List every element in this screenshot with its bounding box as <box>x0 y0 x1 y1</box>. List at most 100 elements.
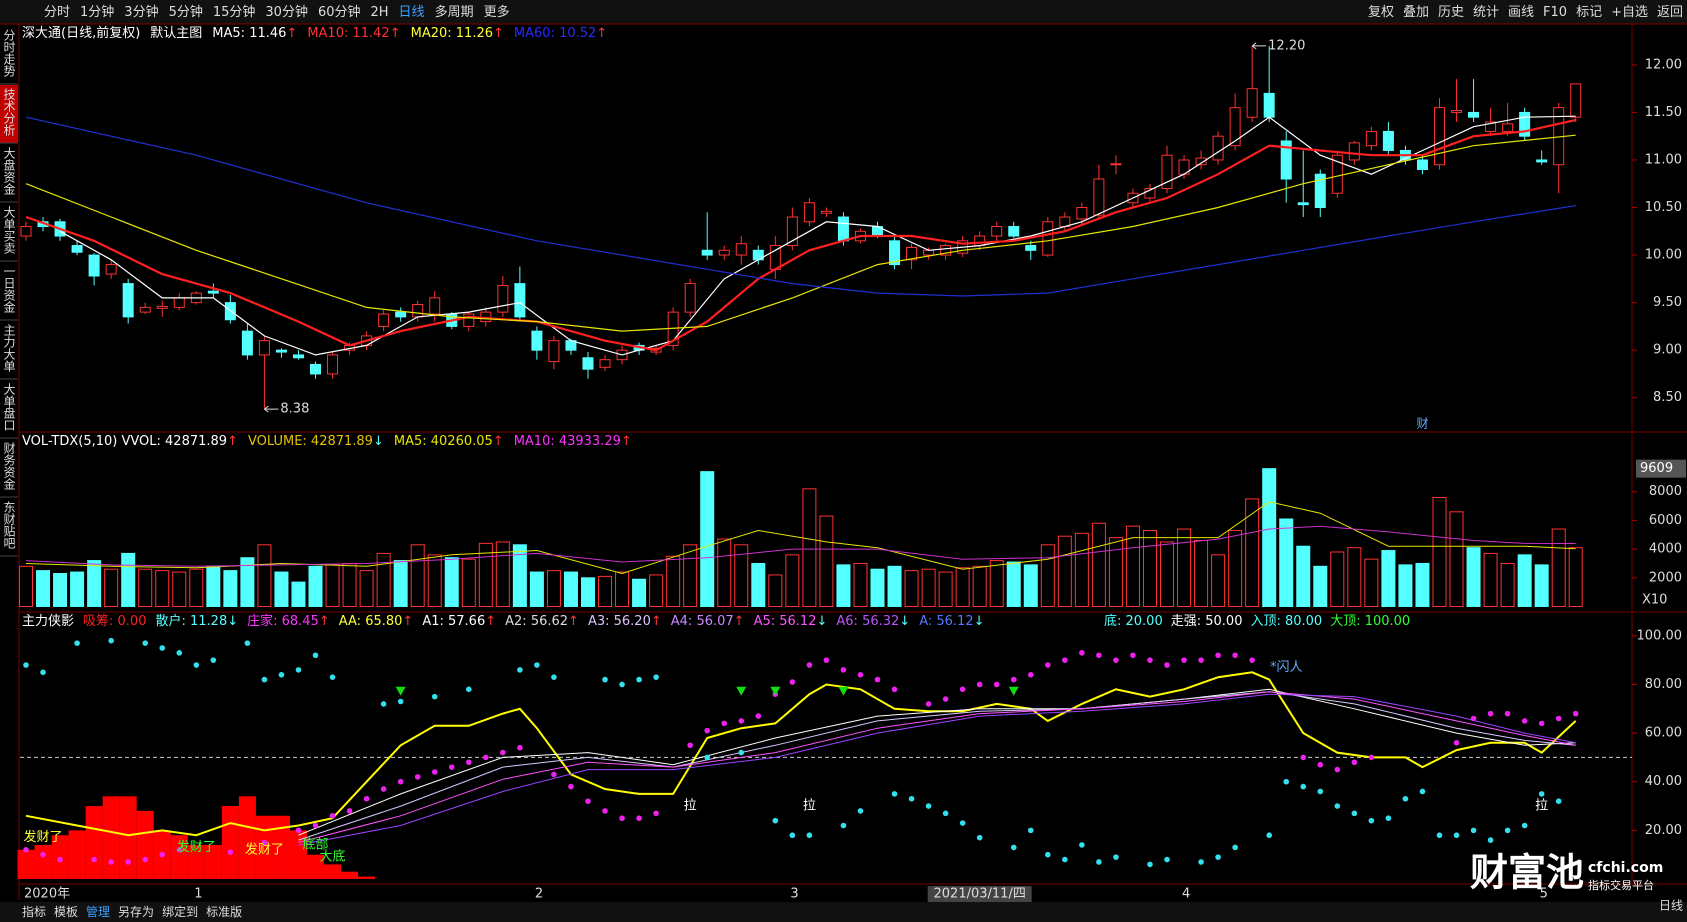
series-line <box>298 688 1576 836</box>
candle-body <box>1468 111 1480 118</box>
volume-bar <box>478 542 493 608</box>
period-tab[interactable]: 30分钟 <box>265 4 308 20</box>
signal-triangle <box>838 686 849 696</box>
volume-bar <box>495 541 510 607</box>
extreme-label: 12.20 <box>1268 38 1305 53</box>
series-line <box>298 693 1576 846</box>
side-tab[interactable]: 东财贴吧 <box>2 501 16 549</box>
indicator-dot <box>1555 715 1562 722</box>
volume-bar <box>1194 540 1209 607</box>
toolbar-button[interactable]: F10 <box>1543 5 1567 20</box>
volume-bar <box>1023 564 1038 607</box>
bottom-tab[interactable]: 管理 <box>86 904 110 919</box>
period-tab[interactable]: 3分钟 <box>124 4 158 20</box>
indicator-dot <box>721 720 728 727</box>
indicator-dot <box>1164 856 1170 863</box>
indicator-dot <box>874 676 881 683</box>
legend-item: MA20: 11.26 <box>411 26 493 41</box>
indicator-dot <box>142 640 149 646</box>
volume-bar <box>1313 565 1328 608</box>
x-tick-label: 2 <box>535 887 543 902</box>
period-tab[interactable]: 1分钟 <box>80 4 114 20</box>
indicator-dot <box>1300 783 1307 790</box>
candle-body <box>1519 111 1531 137</box>
indicator-dot <box>1113 657 1119 663</box>
indicator-dot <box>465 686 472 693</box>
annotation: 发财了 <box>177 839 216 855</box>
indicator-dot <box>976 681 983 688</box>
candle-body <box>991 226 1003 237</box>
content: 分时 1分钟 3分钟 5分钟 15分钟 30分钟 60分钟 2H 日线 多周期 更多 复权 叠加 历史 统计… <box>0 4 1686 919</box>
side-tab[interactable]: 主力大单 <box>2 324 16 373</box>
indicator-dot <box>193 662 200 668</box>
bottom-tab[interactable]: 绑定到 <box>162 904 198 919</box>
accumulation-bar <box>238 796 256 879</box>
toolbar-button[interactable]: 叠加 <box>1403 5 1429 20</box>
candle-body <box>735 243 747 256</box>
accumulation-bar <box>102 796 120 879</box>
series-line <box>298 691 1576 841</box>
volume-bar <box>615 571 630 608</box>
candle-body <box>1025 245 1037 251</box>
period-tab[interactable]: 分时 <box>44 5 70 20</box>
indicator-dot <box>1079 842 1085 848</box>
candle-body <box>139 306 151 313</box>
volume-bar <box>853 562 868 608</box>
legend-arrow: ↑ <box>485 614 496 629</box>
annotation: 拉 <box>1535 799 1548 814</box>
y-tick-label: 2000 <box>1649 570 1682 585</box>
y-tick-label: 9.00 <box>1653 343 1682 358</box>
volume-bar <box>1108 537 1123 607</box>
side-tab[interactable]: 分时走势 <box>2 29 16 77</box>
period-tab[interactable]: 多周期 <box>435 4 474 20</box>
bottom-tab[interactable]: 另存为 <box>118 905 154 919</box>
toolbar-button[interactable]: 画线 <box>1508 5 1534 20</box>
side-tab[interactable]: 技术分析 <box>2 88 16 137</box>
toolbar-button[interactable]: 返回 <box>1657 5 1683 20</box>
bottom-tab[interactable]: 模板 <box>54 905 78 919</box>
volume-bar <box>444 557 459 608</box>
side-tab[interactable]: 大单买卖 <box>2 206 16 255</box>
side-tab[interactable]: 大单盘口 <box>2 383 16 431</box>
indicator-dot <box>1487 710 1494 717</box>
corner-label: 日线 <box>1659 899 1683 913</box>
period-tab[interactable]: 5分钟 <box>169 4 203 20</box>
candle-body <box>1416 159 1428 170</box>
indicator-dot <box>1487 837 1494 843</box>
legend-arrow: ↓ <box>373 434 384 449</box>
bottom-tab[interactable]: 标准版 <box>206 905 242 919</box>
period-tab[interactable]: 60分钟 <box>318 4 361 20</box>
indicator-dot <box>840 667 847 673</box>
legend-arrow: ↑ <box>568 614 579 629</box>
toolbar-button[interactable]: 复权 <box>1368 4 1394 20</box>
volume-bar <box>529 571 544 608</box>
indicator-dot <box>1096 859 1102 865</box>
accumulation-bar <box>272 815 290 879</box>
indicator-dot <box>176 847 183 853</box>
side-tab[interactable]: 财务资金 <box>2 442 16 490</box>
indicator-dot <box>1232 844 1238 851</box>
legend-arrow: ↓ <box>974 614 985 629</box>
period-tab[interactable]: 日线 <box>399 5 425 20</box>
volume-bar <box>1211 554 1226 608</box>
period-tab[interactable]: 更多 <box>484 4 510 20</box>
accumulation-bar <box>170 835 188 879</box>
candle-body <box>275 349 287 353</box>
toolbar-button[interactable]: +自选 <box>1611 5 1648 20</box>
bottom-tab[interactable]: 指标 <box>22 904 46 919</box>
indicator-dot <box>959 686 966 693</box>
side-tab[interactable]: 大盘资金 <box>2 147 16 195</box>
toolbar-button[interactable]: 标记 <box>1576 5 1602 20</box>
period-tab[interactable]: 2H <box>371 5 389 20</box>
indicator-dot <box>57 856 63 863</box>
toolbar-button[interactable]: 统计 <box>1473 5 1499 20</box>
indicator-dot <box>448 764 455 770</box>
side-tab[interactable]: 一日资金 <box>2 265 16 313</box>
y-tick-label: 6000 <box>1649 513 1682 528</box>
candle-body <box>292 354 304 359</box>
indicator-dot <box>329 674 336 680</box>
event-marker[interactable]: 财 <box>1416 417 1428 431</box>
candle-body <box>497 285 509 313</box>
period-tab[interactable]: 15分钟 <box>213 4 256 20</box>
toolbar-button[interactable]: 历史 <box>1438 5 1464 20</box>
